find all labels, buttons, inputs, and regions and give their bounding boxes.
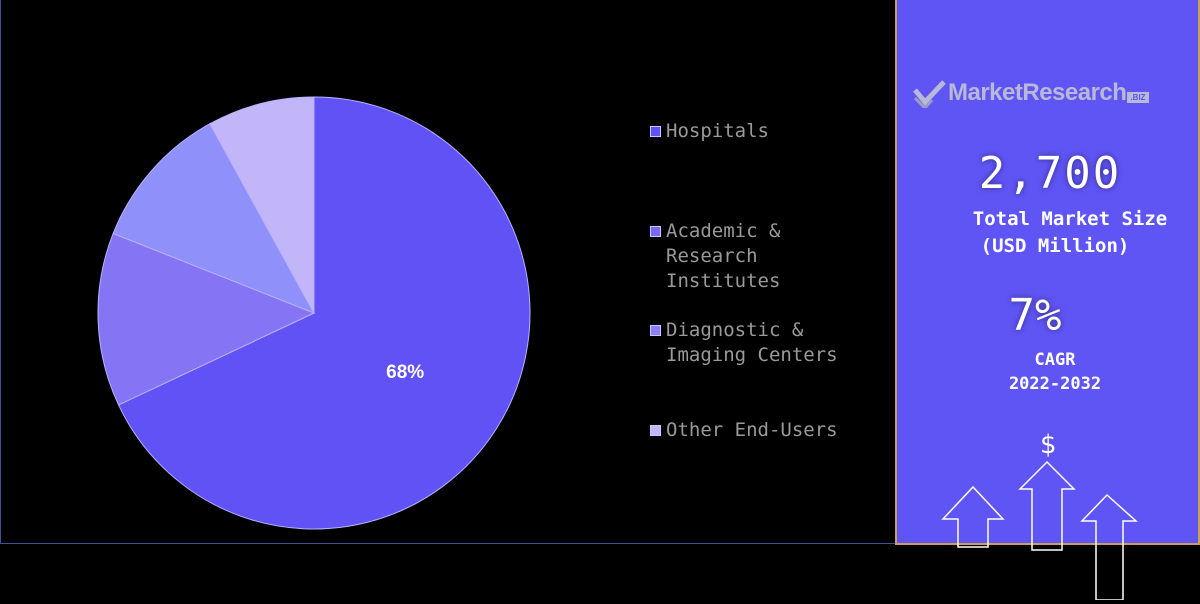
- up-arrow-right-icon: [1080, 493, 1138, 600]
- growth-arrows-icon: $: [941, 430, 1138, 600]
- cagr-label: CAGR: [1034, 350, 1076, 370]
- legend-label-other: Other End-Users: [666, 419, 838, 441]
- pie-slice-1: [97, 232, 316, 406]
- legend-item-hospitals: Hospitals: [650, 119, 769, 144]
- pie-slice-0: [117, 96, 531, 530]
- legend-item-other: Other End-Users: [650, 418, 838, 443]
- pie-slice-3: [209, 96, 315, 314]
- pie-chart-svg: 68%: [97, 96, 531, 530]
- logo-text: MarketResearch: [948, 79, 1127, 106]
- cagr-value: 7%: [1008, 290, 1062, 341]
- pie-data-label-0: 68%: [386, 362, 424, 383]
- pie-slice-2: [112, 123, 316, 314]
- up-arrow-left-icon: [941, 485, 1005, 548]
- legend-label-diagnostic: Diagnostic & Imaging Centers: [666, 319, 838, 366]
- legend-label-hospitals: Hospitals: [666, 120, 769, 142]
- legend-swatch-academic: [650, 226, 661, 237]
- legend-item-diagnostic: Diagnostic & Imaging Centers: [650, 318, 838, 368]
- logo-suffix: .BIZ: [1127, 92, 1149, 103]
- legend-swatch-other: [650, 425, 661, 436]
- legend-swatch-hospitals: [650, 126, 661, 137]
- brand-logo: MarketResearch .BIZ: [912, 78, 1149, 108]
- legend-swatch-diagnostic: [650, 325, 661, 336]
- pie-chart: 68%: [97, 96, 531, 530]
- legend-label-academic: Academic & Research Institutes: [666, 220, 781, 292]
- cagr-period: 2022-2032: [1008, 374, 1102, 394]
- legend-item-academic: Academic & Research Institutes: [650, 219, 780, 294]
- up-arrow-middle-icon: [1018, 460, 1076, 551]
- checkmark-logo-icon: [913, 80, 946, 108]
- summary-panel: [895, 0, 1200, 545]
- dollar-symbol: $: [1040, 430, 1057, 460]
- market-size-unit: (USD Million): [980, 235, 1130, 257]
- chart-frame: [0, 0, 895, 544]
- market-size-value: 2,700: [978, 148, 1122, 199]
- market-size-label: Total Market Size: [972, 208, 1168, 230]
